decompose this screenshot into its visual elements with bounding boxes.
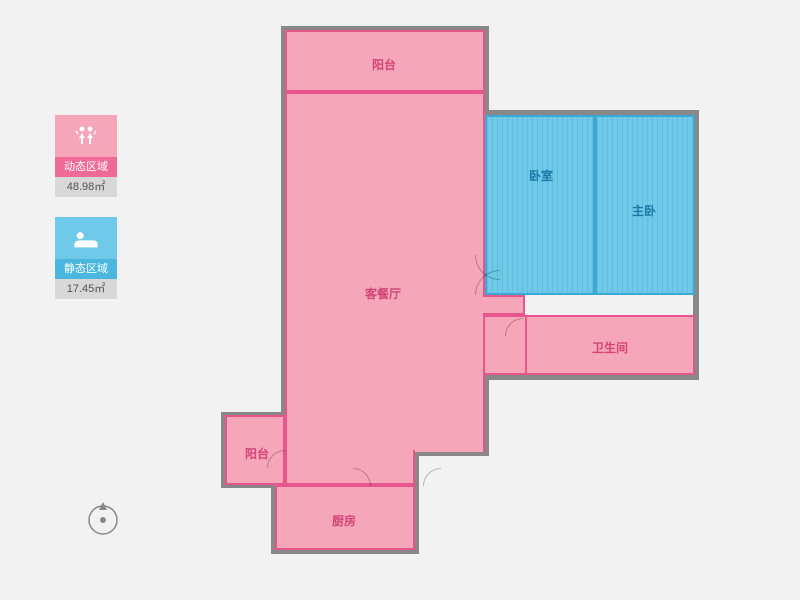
legend-dynamic: 动态区域 48.98㎡ <box>55 115 117 197</box>
door-arc <box>423 468 459 504</box>
room-bathroom: 卫生间 <box>525 315 695 375</box>
room-label: 阳台 <box>245 445 269 462</box>
room-living <box>285 92 485 452</box>
room-master: 主卧 <box>595 115 695 295</box>
legend-dynamic-label: 动态区域 <box>55 157 117 177</box>
room-label: 阳台 <box>372 56 396 73</box>
room-bedroom: 卧室 <box>485 115 595 295</box>
legend-panel: 动态区域 48.98㎡ 静态区域 17.45㎡ <box>55 115 117 319</box>
legend-dynamic-value: 48.98㎡ <box>55 177 117 197</box>
room-entry <box>285 450 415 485</box>
room-label: 厨房 <box>332 512 356 529</box>
legend-static: 静态区域 17.45㎡ <box>55 217 117 299</box>
room-balcony-small: 阳台 <box>225 415 285 485</box>
legend-static-label: 静态区域 <box>55 259 117 279</box>
floor-plan: 阳台 客餐厅 卧室 主卧 卫生间 阳台 厨房 <box>205 30 695 570</box>
room-living-ext <box>483 295 525 315</box>
legend-static-value: 17.45㎡ <box>55 279 117 299</box>
static-zone-icon <box>55 217 117 259</box>
room-label: 主卧 <box>632 202 656 219</box>
dynamic-zone-icon <box>55 115 117 157</box>
compass-icon <box>85 500 121 536</box>
room-balcony-top: 阳台 <box>285 30 485 92</box>
room-label: 卧室 <box>529 167 553 184</box>
room-label-living: 客餐厅 <box>365 285 401 302</box>
room-label: 卫生间 <box>592 339 628 356</box>
room-kitchen: 厨房 <box>275 485 415 550</box>
